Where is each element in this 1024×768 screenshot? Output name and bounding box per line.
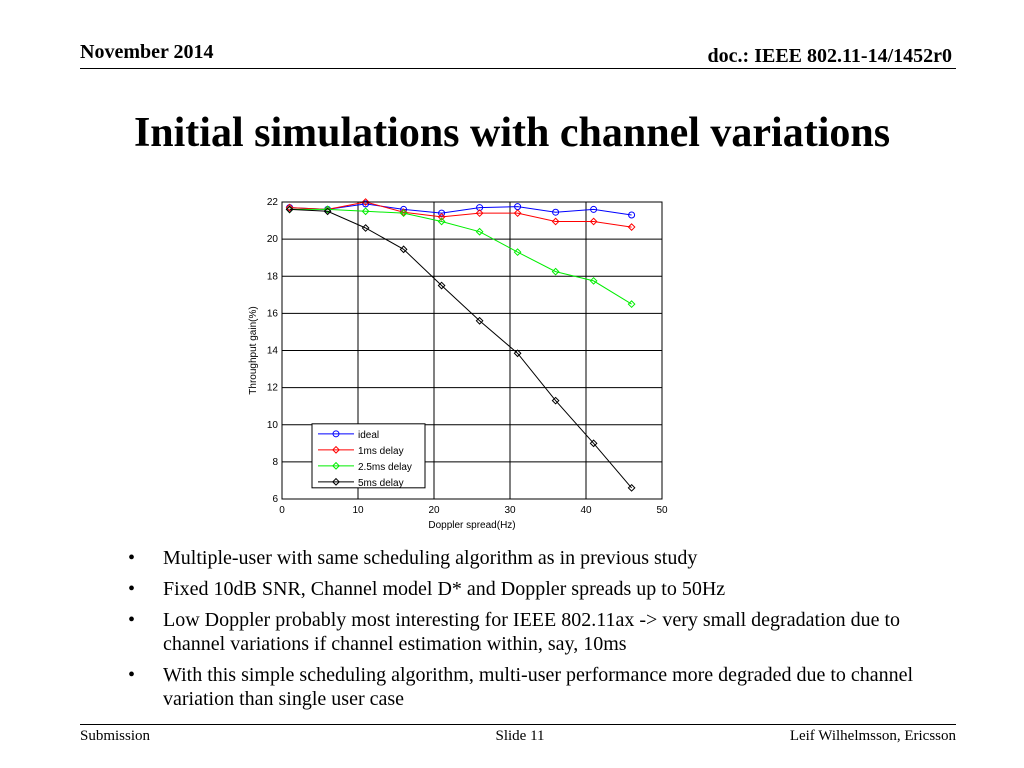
- data-point-1: [589, 217, 598, 226]
- data-point-1: [285, 203, 294, 212]
- data-point-1: [361, 198, 370, 206]
- x-tick-label: 10: [352, 505, 364, 516]
- data-point-2: [323, 205, 332, 214]
- x-tick-label: 40: [580, 505, 592, 516]
- header-divider: [80, 68, 956, 69]
- data-point-3: [361, 224, 370, 232]
- x-tick-label: 0: [279, 505, 285, 516]
- slide-title: Initial simulations with channel variati…: [133, 110, 891, 156]
- x-axis-label: Doppler spread(Hz): [428, 520, 515, 531]
- data-point-0: [628, 211, 636, 219]
- header-doc-id: doc.: IEEE 802.11-14/1452r0: [707, 45, 952, 67]
- bullet-dot-icon: •: [128, 664, 136, 686]
- legend-label-0: ideal: [358, 430, 379, 441]
- bullet-item: • With this simple scheduling algorithm, …: [128, 664, 914, 710]
- data-point-3: [627, 483, 636, 492]
- bullet-item: • Multiple-user with same scheduling algo…: [128, 547, 698, 569]
- data-point-2: [551, 267, 560, 276]
- data-point-3: [513, 349, 522, 358]
- legend-box: [311, 423, 426, 489]
- footer-divider: [80, 724, 956, 725]
- x-tick-label: 20: [428, 505, 440, 516]
- data-point-2: [627, 300, 636, 309]
- header-date: November 2014: [80, 41, 214, 63]
- legend-label-3: 5ms delay: [358, 478, 404, 489]
- x-tick-label: 30: [504, 505, 516, 516]
- bullet-dot-icon: •: [128, 547, 136, 569]
- data-point-3: [399, 245, 408, 254]
- series-line-2: [289, 208, 632, 305]
- throughput-gain-chart: 0 10 20 30 40 50 6 8 10 12 14 16 18 20 22 Doppler sprea…: [248, 197, 668, 531]
- data-point-1: [513, 209, 522, 218]
- data-point-3: [323, 207, 332, 216]
- footer-author: Leif Wilhelmsson, Ericsson: [789, 728, 956, 744]
- data-point-1: [551, 217, 560, 226]
- legend-marker-3: [332, 477, 340, 486]
- series-line-1: [289, 201, 632, 228]
- data-point-1: [475, 209, 484, 218]
- y-tick-label: 8: [272, 457, 278, 468]
- data-point-2: [513, 248, 522, 257]
- data-point-3: [285, 205, 294, 214]
- data-point-2: [361, 207, 370, 216]
- data-point-0: [590, 205, 598, 213]
- data-point-2: [437, 217, 446, 226]
- data-point-3: [437, 281, 446, 290]
- data-point-2: [399, 209, 408, 218]
- footer-slide-number: Slide 11: [495, 728, 545, 744]
- data-point-2: [475, 227, 484, 236]
- data-point-0: [552, 208, 560, 216]
- legend-marker-2: [332, 461, 340, 470]
- y-tick-label: 10: [267, 420, 279, 431]
- data-point-0: [438, 209, 446, 217]
- data-point-1: [437, 212, 446, 221]
- bullet-item: • Low Doppler probably most interesting f…: [128, 609, 901, 655]
- y-tick-label: 18: [267, 271, 279, 282]
- footer-submission: Submission: [80, 728, 151, 744]
- data-point-3: [589, 439, 598, 448]
- data-point-3: [475, 316, 484, 325]
- data-point-1: [627, 223, 636, 231]
- bullet-item: • Fixed 10dB SNR, Channel model D* and Do…: [128, 578, 726, 600]
- legend-label-1: 1ms delay: [358, 446, 404, 457]
- data-point-2: [589, 276, 598, 285]
- series-line-0: [289, 203, 632, 216]
- y-tick-label: 14: [267, 346, 279, 357]
- y-tick-label: 22: [267, 197, 279, 208]
- y-axis-label: Throughput gain(%): [248, 306, 259, 394]
- bullet-list: • Multiple-user with same scheduling algo…: [125, 546, 965, 718]
- plot-frame: [281, 201, 663, 500]
- bullet-dot-icon: •: [128, 609, 136, 631]
- legend-label-2: 2.5ms delay: [358, 462, 412, 473]
- y-tick-label: 12: [267, 383, 279, 394]
- series-line-3: [289, 208, 632, 489]
- y-tick-label: 16: [267, 308, 279, 319]
- legend-marker-0: [332, 430, 340, 438]
- bullet-dot-icon: •: [128, 578, 136, 600]
- y-tick-label: 20: [267, 234, 279, 245]
- legend-marker-1: [332, 445, 340, 454]
- y-tick-label: 6: [272, 494, 278, 505]
- x-tick-label: 50: [656, 505, 668, 516]
- data-point-3: [551, 396, 560, 405]
- data-point-0: [362, 200, 370, 208]
- data-point-1: [399, 208, 408, 217]
